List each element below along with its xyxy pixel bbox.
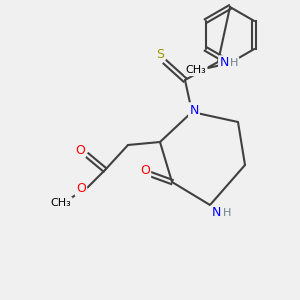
Text: N: N bbox=[211, 206, 221, 220]
Text: O: O bbox=[75, 143, 85, 157]
Text: O: O bbox=[76, 182, 86, 196]
Text: CH₃: CH₃ bbox=[186, 65, 206, 75]
Text: N: N bbox=[219, 56, 229, 70]
Text: CH₃: CH₃ bbox=[51, 198, 71, 208]
Text: H: H bbox=[230, 58, 238, 68]
Text: O: O bbox=[140, 164, 150, 178]
Text: N: N bbox=[189, 103, 199, 116]
Text: H: H bbox=[223, 208, 231, 218]
Text: S: S bbox=[156, 47, 164, 61]
